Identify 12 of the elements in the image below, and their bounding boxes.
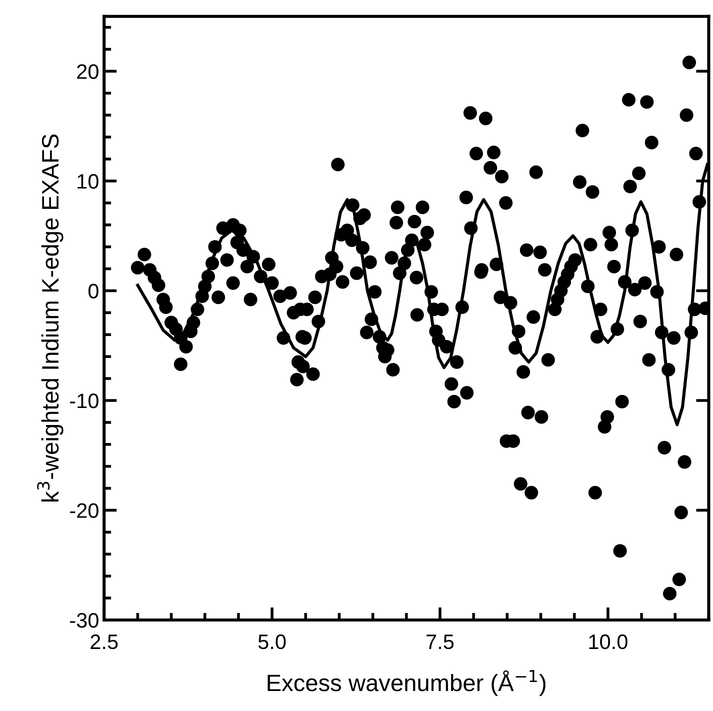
y-tick-label: -20 <box>70 503 98 518</box>
y-tick-label: -10 <box>70 393 98 408</box>
y-axis-title: k$^{3}$-weighted Indium K-edge EXAFS <box>37 134 64 502</box>
x-axis-title: Excess wavenumber (Å$^{−1}$) <box>268 670 546 696</box>
x-tick-label: 7.5 <box>426 634 454 650</box>
y-tick-label: 10 <box>78 174 98 189</box>
x-tick-label: 2.5 <box>90 634 118 650</box>
x-tick-label: 5.0 <box>258 634 286 650</box>
y-tick-label: -30 <box>70 612 98 628</box>
y-tick-label: 20 <box>77 64 98 79</box>
x-tick-label: 10.0 <box>589 634 628 650</box>
y-tick-label: 0 <box>88 284 98 298</box>
